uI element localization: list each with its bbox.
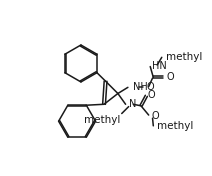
Text: methyl: methyl (157, 121, 194, 131)
Text: HN: HN (152, 61, 166, 71)
Text: O: O (166, 72, 174, 82)
Text: N: N (130, 99, 137, 109)
Text: methyl: methyl (166, 52, 202, 62)
Text: O: O (146, 82, 154, 92)
Text: methyl: methyl (84, 115, 120, 125)
Text: O: O (148, 90, 156, 100)
Text: O: O (151, 111, 159, 121)
Text: NH: NH (132, 82, 147, 92)
